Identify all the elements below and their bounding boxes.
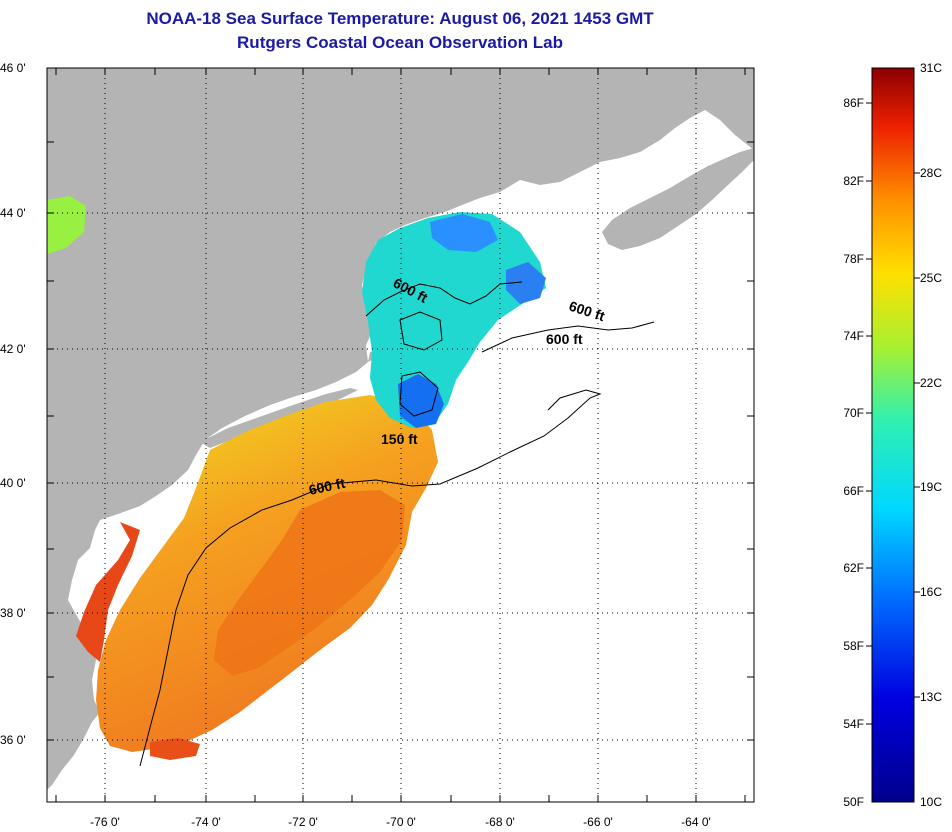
colorbar-f-label: 74F	[843, 329, 864, 343]
colorbar-f-label: 50F	[843, 795, 864, 809]
colorbar-f-label: 58F	[843, 639, 864, 653]
longitude-labels: -76 0' -74 0' -72 0' -70 0' -68 0' -66 0…	[90, 815, 711, 829]
colorbar-f-label: 86F	[843, 96, 864, 110]
latitude-labels: 46 0' 44 0' 42 0' 40 0' 38 0' 36 0'	[0, 61, 26, 747]
colorbar-f-label: 78F	[843, 252, 864, 266]
celsius-labels: 31C 28C 25C 22C 19C 16C 13C 10C	[920, 61, 942, 809]
contour-inner-gulf	[399, 311, 443, 351]
sst-lake-ontario	[47, 196, 86, 254]
lat-label: 42 0'	[0, 342, 26, 356]
colorbar-f-label: 82F	[843, 174, 864, 188]
sst-chesapeake-bay	[76, 522, 140, 662]
axis-ticks	[47, 68, 754, 802]
lat-label: 46 0'	[0, 61, 26, 75]
colorbar-c-label: 10C	[920, 795, 942, 809]
sst-gulf-of-maine	[362, 212, 546, 428]
lon-label: -64 0'	[681, 815, 711, 829]
contour-600ft-gulf	[365, 281, 523, 317]
colorbar-c-label: 19C	[920, 480, 942, 494]
lon-label: -74 0'	[191, 815, 221, 829]
lon-label: -70 0'	[386, 815, 416, 829]
bathymetry-contours	[139, 281, 655, 767]
land-nova-scotia	[602, 148, 754, 250]
colorbar-c-label: 28C	[920, 166, 942, 180]
contour-label-150ft: 150 ft	[381, 431, 418, 447]
fahrenheit-labels: 86F 82F 78F 74F 70F 66F 62F 58F 54F 50F	[843, 96, 864, 809]
colorbar-c-label: 25C	[920, 271, 942, 285]
sst-pamlico-patch	[150, 738, 200, 760]
contour-150ft	[399, 371, 439, 417]
map-title: NOAA-18 Sea Surface Temperature: August …	[146, 9, 654, 28]
sst-data-layer	[47, 196, 546, 760]
contour-600ft-georges	[481, 321, 655, 353]
lat-label: 40 0'	[0, 476, 26, 490]
land-long-island	[200, 388, 358, 448]
sst-cold-patch-georges	[398, 374, 444, 428]
sst-hot-core	[214, 490, 405, 676]
lat-label: 44 0'	[0, 206, 26, 220]
sst-cold-patch-north	[430, 214, 498, 252]
color-bar: 86F 82F 78F 74F 70F 66F 62F 58F 54F 50F …	[843, 61, 942, 809]
lon-label: -72 0'	[288, 815, 318, 829]
contour-600ft-shelf	[139, 389, 602, 767]
colorbar-c-label: 13C	[920, 690, 942, 704]
colorbar-f-label: 70F	[843, 406, 864, 420]
color-bar-ticks	[866, 102, 920, 725]
colorbar-c-label: 31C	[920, 61, 942, 75]
map-subtitle: Rutgers Coastal Ocean Observation Lab	[237, 33, 563, 52]
land-mainland	[47, 68, 754, 790]
colorbar-c-label: 16C	[920, 585, 942, 599]
lon-label: -68 0'	[485, 815, 515, 829]
lon-label: -76 0'	[90, 815, 120, 829]
sst-cold-patch-east	[506, 262, 546, 304]
colorbar-f-label: 62F	[843, 561, 864, 575]
colorbar-c-label: 22C	[920, 376, 942, 390]
color-bar-gradient	[871, 67, 915, 803]
lat-label: 38 0'	[0, 606, 26, 620]
lon-label: -66 0'	[583, 815, 613, 829]
colorbar-f-label: 54F	[843, 717, 864, 731]
contour-label-shelf: 600 ft	[307, 475, 346, 498]
lat-label: 36 0'	[0, 733, 26, 747]
colorbar-f-label: 66F	[843, 484, 864, 498]
contour-label-georges: 600 ft	[546, 331, 583, 347]
